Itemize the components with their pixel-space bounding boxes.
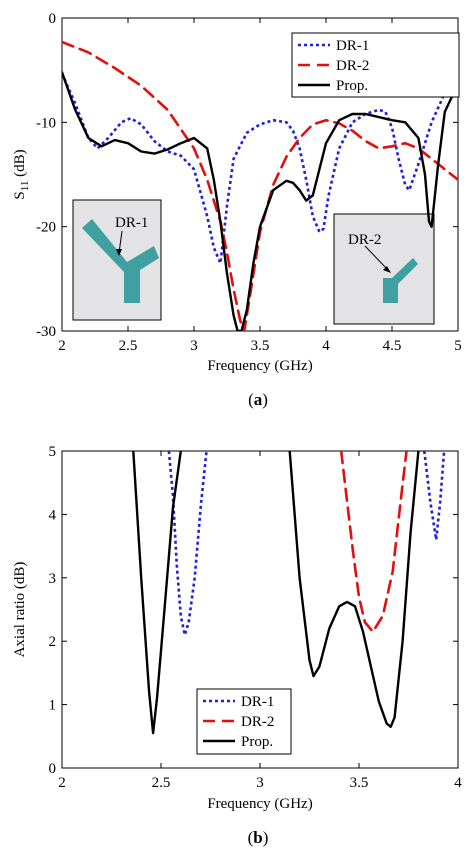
series-line-prop xyxy=(62,71,458,331)
y-axis-label-subscript: 11 xyxy=(19,181,31,192)
panel-caption: (a) xyxy=(248,390,268,409)
x-tick-label: 2.5 xyxy=(119,338,138,354)
x-tick-label: 3 xyxy=(190,338,198,354)
series-group xyxy=(62,40,458,331)
panel-caption: (b) xyxy=(248,828,269,847)
y-tick-label: -10 xyxy=(36,115,56,131)
y-tick-label: 2 xyxy=(49,634,57,650)
x-axis-label: Frequency (GHz) xyxy=(207,358,312,374)
x-tick-label: 3 xyxy=(256,775,264,791)
legend-label: DR-2 xyxy=(241,714,274,730)
series-line-dr-2 xyxy=(339,451,408,634)
inset-dr2-label: DR-2 xyxy=(348,232,381,248)
legend: DR-1 DR-2 Prop. xyxy=(291,32,460,98)
inset-dr1-label: DR-1 xyxy=(115,215,148,231)
x-axis-label: Frequency (GHz) xyxy=(207,796,312,812)
y-axis-label-main: S xyxy=(12,191,28,199)
series-line-prop xyxy=(132,451,183,735)
y-tick-label: 3 xyxy=(49,571,57,587)
y-tick-label: 5 xyxy=(49,444,57,460)
y-tick-label: 0 xyxy=(49,11,57,27)
series-line-prop xyxy=(288,451,420,728)
series-line-dr-2 xyxy=(62,40,458,331)
series-line-dr-1 xyxy=(62,72,458,265)
chart-panel-a: 2 2.5 3 3.5 4 4.5 5 -30 -20 -10 0 Frequency (GHz) S1… xyxy=(12,11,462,409)
x-tick-label: 2 xyxy=(58,338,66,354)
y-axis-label: Axial ratio (dB) xyxy=(12,562,28,658)
series-group xyxy=(132,451,446,735)
panel-caption-letter: a xyxy=(254,390,263,409)
legend-label: DR-1 xyxy=(241,694,274,710)
inset-dr1: DR-1 xyxy=(72,199,162,321)
x-tick-label: 3.5 xyxy=(350,775,369,791)
series-line-dr-1 xyxy=(167,451,208,637)
panel-caption-letter: b xyxy=(253,828,262,847)
y-tick-label: 0 xyxy=(49,761,57,777)
chart-panel-b: 2 2.5 3 3.5 4 0 1 2 3 4 5 Frequency (GHz) Axial rati… xyxy=(12,444,462,847)
series-line-dr-1 xyxy=(423,451,446,542)
x-tick-label: 2.5 xyxy=(152,775,171,791)
y-tick-label: 4 xyxy=(49,507,57,523)
inset-dr2-arrowhead xyxy=(383,266,391,273)
inset-dr2-pointer xyxy=(364,245,389,271)
x-tick-label: 2 xyxy=(58,775,66,791)
inset-dr2: DR-2 xyxy=(333,213,435,325)
x-tick-label: 4 xyxy=(322,338,330,354)
inset-dr1-antenna xyxy=(82,219,159,303)
y-axis-label: S11 (dB) xyxy=(12,149,31,199)
legend-label: DR-2 xyxy=(336,58,369,74)
x-tick-label: 4 xyxy=(454,775,462,791)
y-tick-label: 1 xyxy=(49,698,57,714)
x-tick-label: 3.5 xyxy=(251,338,270,354)
inset-dr1-arrowhead xyxy=(116,249,122,256)
y-axis-label-unit: (dB) xyxy=(12,149,28,180)
y-tick-label: -30 xyxy=(36,324,56,340)
legend: DR-1 DR-2 Prop. xyxy=(196,688,292,755)
x-tick-label: 4.5 xyxy=(383,338,402,354)
inset-dr2-antenna xyxy=(383,258,418,303)
y-tick-label: -20 xyxy=(36,220,56,236)
legend-label: DR-1 xyxy=(336,38,369,54)
x-tick-label: 5 xyxy=(454,338,462,354)
legend-label: Prop. xyxy=(241,734,273,750)
legend-label: Prop. xyxy=(336,78,368,94)
